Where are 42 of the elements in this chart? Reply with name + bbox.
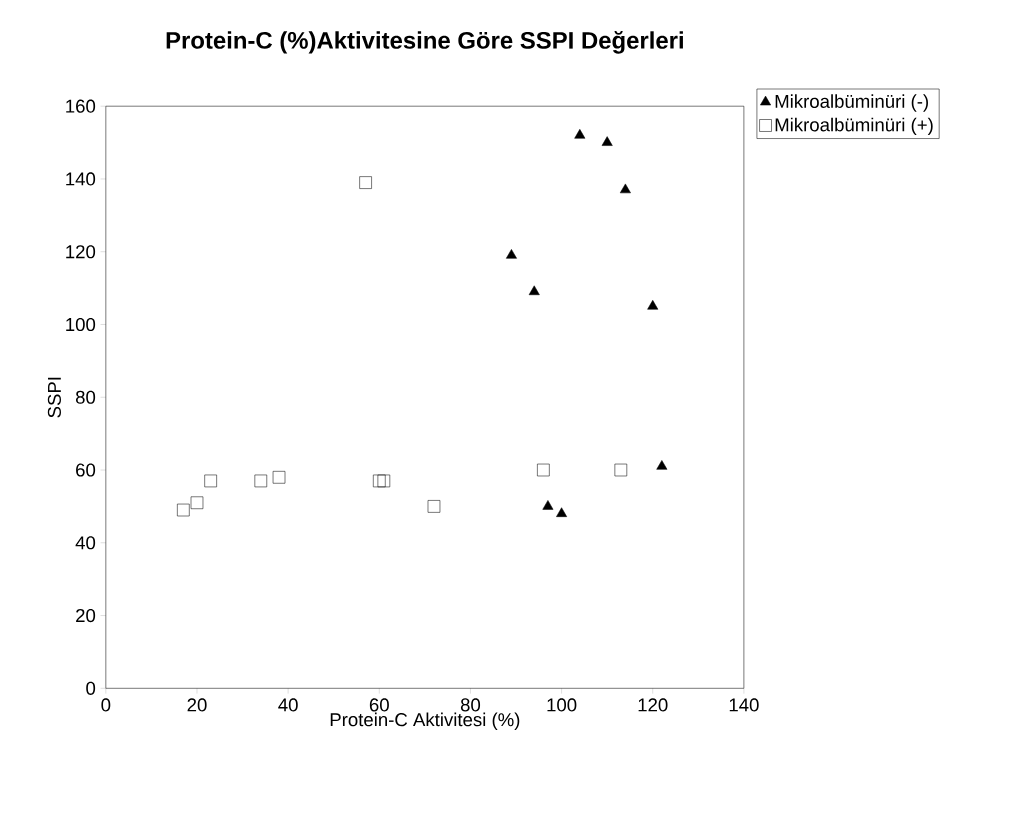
y-tick-label: 80 [75, 390, 96, 404]
point [190, 496, 204, 509]
point [427, 499, 441, 513]
x-axis-title: Protein-C Aktivitesi (%) [330, 712, 520, 730]
point [373, 474, 386, 487]
point [556, 507, 568, 517]
chart-title: Protein-C (%)Aktivitesine Göre SSPI Değerleri [166, 30, 683, 54]
point [204, 474, 217, 487]
y-tick-label: 0 [86, 681, 96, 695]
y-tick-label: 160 [66, 99, 96, 113]
point [656, 459, 668, 470]
point [619, 183, 631, 193]
y-tick-label: 120 [66, 244, 96, 259]
point [506, 248, 517, 259]
x-tick-label: 20 [187, 698, 207, 712]
point [574, 128, 586, 139]
x-tick-label: 0 [101, 698, 111, 712]
point [359, 176, 372, 189]
point [377, 474, 391, 487]
y-tick-label: 20 [76, 608, 96, 622]
point [177, 503, 190, 517]
point [254, 474, 268, 487]
x-tick-label: 40 [278, 698, 298, 712]
point [542, 499, 554, 510]
point [614, 463, 628, 477]
x-tick-label: 140 [729, 698, 759, 712]
point [537, 463, 550, 477]
point [647, 299, 659, 310]
point [528, 285, 540, 295]
y-tick-label: 140 [66, 172, 96, 186]
y-tick-label: 40 [75, 535, 96, 550]
point [601, 136, 613, 146]
x-tick-label: 80 [460, 698, 481, 712]
y-tick-label: 100 [66, 317, 96, 331]
y-axis-title: SSPI [47, 377, 61, 418]
legend-label: Mikroalbüminüri (-) [775, 94, 928, 112]
y-tick-label: 60 [76, 463, 96, 477]
legend-label: Mikroalbüminüri (+) [775, 117, 933, 135]
point [272, 470, 286, 484]
x-tick-label: 60 [369, 698, 389, 712]
x-tick-label: 120 [638, 698, 668, 712]
x-tick-label: 100 [547, 698, 577, 712]
